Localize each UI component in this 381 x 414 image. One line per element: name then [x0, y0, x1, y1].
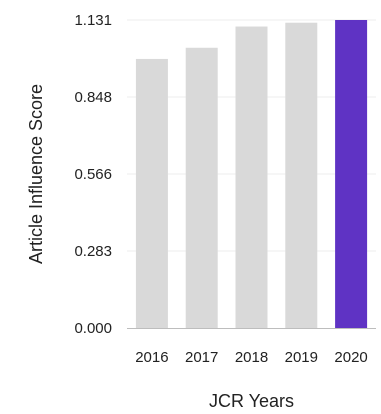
y-tick-labels: 0.000 0.283 0.566 0.848 1.131 — [74, 12, 112, 337]
bar-2017[interactable] — [185, 47, 218, 328]
bar-2018[interactable] — [235, 26, 268, 329]
y-tick-label: 0.000 — [74, 320, 112, 337]
x-tick-label: 2018 — [235, 349, 268, 366]
x-tick-labels: 2016 2017 2018 2019 2020 — [135, 349, 368, 366]
bars — [135, 20, 368, 329]
x-tick-label: 2016 — [135, 349, 168, 366]
bar-2016[interactable] — [135, 58, 168, 328]
x-tick-label: 2019 — [285, 349, 318, 366]
y-tick-label: 0.848 — [74, 89, 112, 106]
y-tick-label: 1.131 — [74, 12, 112, 29]
x-tick-label: 2020 — [334, 349, 367, 366]
x-axis-title: JCR Years — [209, 391, 294, 411]
x-tick-label: 2017 — [185, 349, 218, 366]
bar-2019[interactable] — [285, 22, 318, 328]
y-axis-title: Article Influence Score — [26, 84, 46, 264]
y-tick-label: 0.566 — [74, 166, 112, 183]
y-tick-label: 0.283 — [74, 243, 112, 260]
bar-2020[interactable] — [335, 20, 368, 328]
